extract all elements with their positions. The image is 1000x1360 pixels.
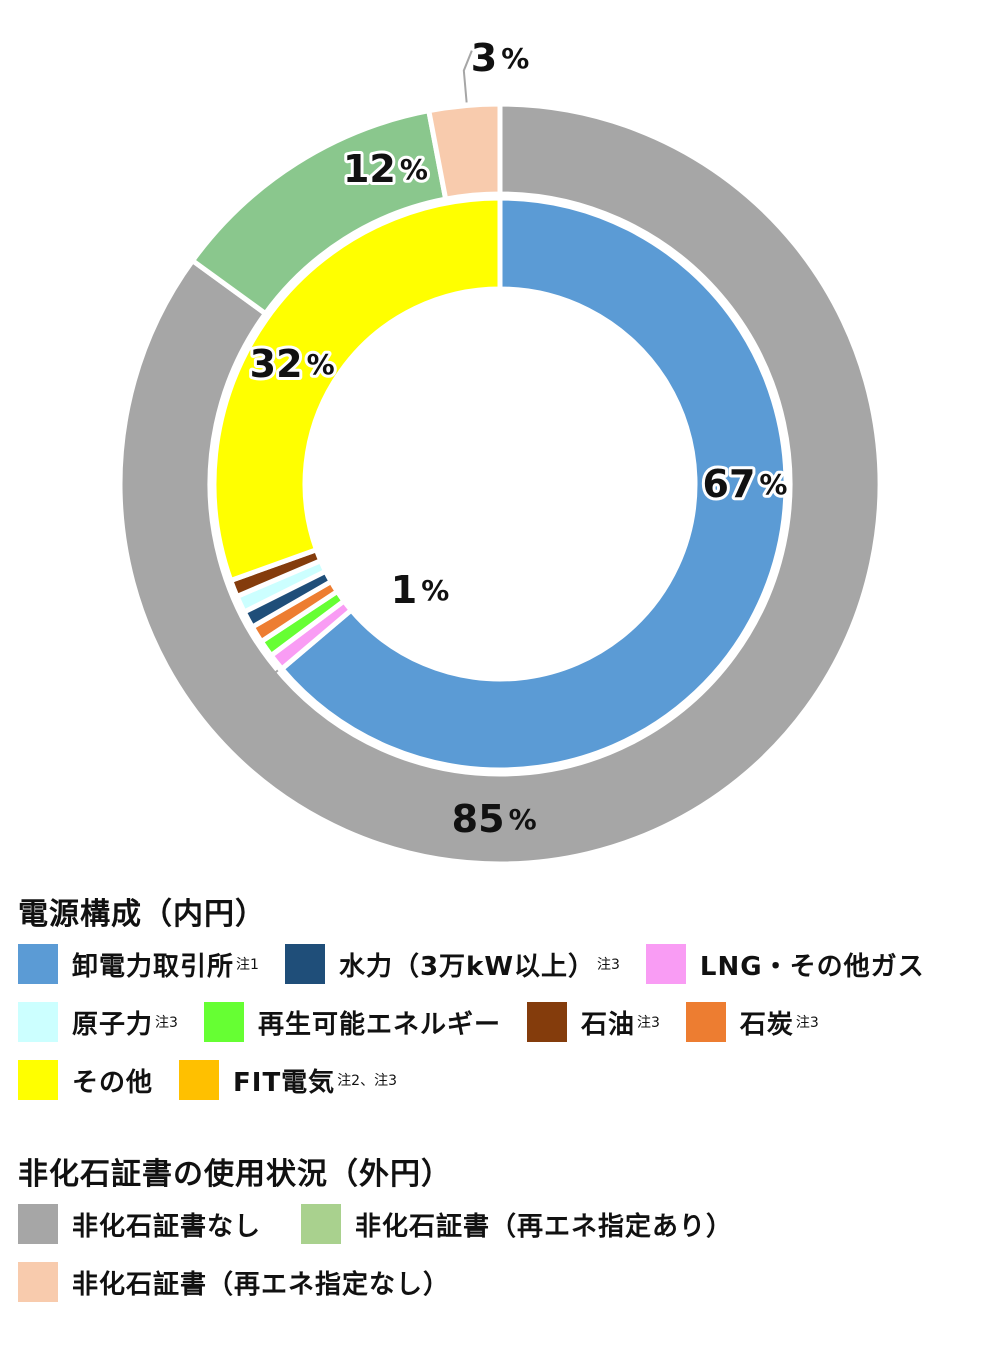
legend-power-mix-swatch (526, 1002, 567, 1042)
legend-power-mix: 電源構成（内円） 卸電力取引所 注1 水力（3万kW以上） 注3 LNG・その他ガス 原子… (18, 895, 990, 1109)
outer-slice-none (117, 101, 883, 867)
data-label-lng: 1% (391, 568, 450, 612)
legend-power-mix-swatch (685, 1002, 726, 1042)
leader-line-lng (252, 669, 285, 691)
legend-power-mix-label: 卸電力取引所 (72, 951, 235, 982)
legend-power-mix-item: 卸電力取引所 注1 (18, 935, 259, 993)
legend-power-mix-note: 注3 (155, 1015, 178, 1031)
legend-power-mix-label: 水力（3万kW以上） (338, 951, 595, 982)
legend-certificates-item: 非化石証書なし (18, 1195, 261, 1253)
data-label-none: 85% (452, 797, 537, 841)
legend-power-mix-label: 再生可能エネルギー (257, 1009, 501, 1040)
legend-power-mix-label: その他 (72, 1067, 154, 1098)
data-label-re_no: 3% (471, 36, 530, 80)
legend-power-mix-label: 原子力 (72, 1009, 154, 1040)
legend-power-mix-note: 注3 (795, 1015, 819, 1031)
legend-power-mix-label: 石油 (580, 1009, 635, 1040)
data-labels: 67 % 1 % 32 % 85 % 12 % 3% (247, 36, 791, 841)
legend-certificates-label: 非化石証書（再エネ指定あり） (355, 1211, 734, 1242)
legend-power-mix-label: FIT電気 (233, 1067, 336, 1098)
inner-ring (211, 195, 789, 773)
legend-power-mix-label: LNG・その他ガス (699, 951, 925, 982)
legend-power-mix-note: 注2、注3 (337, 1073, 398, 1089)
legend-certificates-swatch (18, 1204, 58, 1244)
legend-certificates-item: 非化石証書（再エネ指定あり） (301, 1195, 733, 1253)
legend-power-mix-item: LNG・その他ガス (645, 935, 925, 993)
data-label-wholesale: 67% (703, 462, 788, 506)
legend-power-mix-title: 電源構成（内円） (18, 897, 266, 932)
legend-certificates-swatch (301, 1204, 342, 1244)
outer-slice-re_no (426, 101, 503, 202)
outer-ring (117, 101, 883, 867)
legend-power-mix-item: 石炭 注3 (685, 993, 819, 1051)
legend-power-mix-swatch (18, 944, 58, 984)
legend-power-mix-swatch (18, 1060, 58, 1100)
legend-power-mix-label: 石炭 (739, 1009, 794, 1040)
legend-certificates-swatch (18, 1262, 58, 1302)
leader-line-re_no (462, 50, 473, 103)
inner-slice-other (211, 195, 503, 583)
inner-slice-wholesale (279, 195, 789, 773)
legend-power-mix-item: FIT電気 注2、注3 (179, 1051, 397, 1109)
data-label-other: 32% (250, 342, 335, 386)
legend-certificates-label: 非化石証書なし (72, 1211, 262, 1242)
legend-certificates-items: 非化石証書なし 非化石証書（再エネ指定あり） 非化石証書（再エネ指定なし） (18, 1195, 990, 1311)
legend-power-mix-item: 再生可能エネルギー (203, 993, 501, 1051)
legend-power-mix-item: 水力（3万kW以上） 注3 (284, 935, 620, 993)
legend-power-mix-swatch (284, 944, 325, 984)
legend-power-mix-swatch (645, 944, 686, 984)
legend-power-mix-note: 注1 (236, 957, 259, 973)
legend-power-mix-note: 注3 (597, 957, 620, 973)
legend-certificates: 非化石証書の使用状況（外円） 非化石証書なし 非化石証書（再エネ指定あり） 非化石証… (18, 1155, 990, 1311)
legend-power-mix-item: 石油 注3 (526, 993, 660, 1051)
legend-power-mix-swatch (203, 1002, 244, 1042)
legend-power-mix-item: その他 (18, 1051, 153, 1109)
legend-certificates-item: 非化石証書（再エネ指定なし） (18, 1253, 450, 1311)
legend-certificates-label: 非化石証書（再エネ指定なし） (72, 1269, 451, 1300)
legend-power-mix-items: 卸電力取引所 注1 水力（3万kW以上） 注3 LNG・その他ガス 原子力 注3 再生可能エネ… (18, 935, 990, 1109)
legend-power-mix-item: 原子力 注3 (18, 993, 178, 1051)
legend-power-mix-note: 注3 (636, 1015, 660, 1031)
leader-lines (252, 50, 473, 691)
data-label-re_yes: 12% (343, 147, 428, 191)
donut-chart: 67 % 1 % 32 % 85 % 12 % 3% (117, 36, 883, 867)
legend-power-mix-swatch (179, 1060, 220, 1100)
legend-power-mix-swatch (18, 1002, 58, 1042)
legend-certificates-title: 非化石証書の使用状況（外円） (18, 1157, 452, 1192)
